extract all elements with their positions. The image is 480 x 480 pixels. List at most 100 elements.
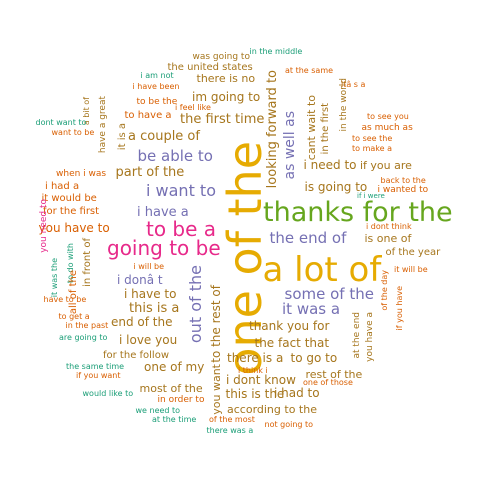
cloud-word: the fact that <box>254 336 330 350</box>
cloud-word: looking forward to <box>264 70 280 189</box>
cloud-word: would like to <box>82 389 134 398</box>
cloud-word: of the year <box>385 247 441 258</box>
cloud-word: you have to <box>38 221 110 235</box>
cloud-word: i have a <box>137 204 189 220</box>
cloud-word: out of the <box>186 265 205 344</box>
cloud-word: in the first <box>320 102 331 154</box>
cloud-word: is going to <box>304 180 368 194</box>
cloud-word: most of the <box>139 381 203 395</box>
cloud-word: to get a <box>58 312 90 321</box>
cloud-word: the first time <box>180 111 265 127</box>
cloud-word: this is a <box>129 300 180 316</box>
cloud-word: it is a <box>117 122 128 150</box>
cloud-word: to be a <box>146 217 217 241</box>
cloud-word: of the day <box>380 269 389 311</box>
cloud-word: have a great <box>97 95 108 153</box>
cloud-word: not going to <box>264 420 314 429</box>
cloud-word: want to be <box>51 128 95 137</box>
cloud-word: in order to <box>157 394 205 405</box>
cloud-word: are going to <box>59 333 108 342</box>
cloud-word: to have a <box>124 110 172 121</box>
cloud-word: i dont know <box>226 373 296 387</box>
cloud-word: back to the <box>380 176 426 185</box>
cloud-word: i love you <box>119 333 178 347</box>
cloud-word: in the middle <box>249 47 303 56</box>
cloud-word: it was a <box>282 299 341 318</box>
cloud-word: if i were <box>357 191 385 200</box>
cloud-word: i think i <box>238 366 268 375</box>
cloud-word: i feel like <box>175 103 211 112</box>
cloud-word: the end of <box>269 228 347 247</box>
cloud-word: dont want to <box>35 118 87 127</box>
cloud-word: i have to <box>124 287 177 301</box>
cloud-word: i am not <box>140 71 174 80</box>
cloud-word: is one of <box>364 231 412 245</box>
cloud-word: of the most <box>209 415 255 424</box>
cloud-word: in the past <box>65 321 109 330</box>
cloud-word: it would be <box>41 193 97 204</box>
cloud-word: a couple of <box>128 128 200 144</box>
cloud-word: to do with <box>66 243 75 284</box>
cloud-word: all of the <box>68 270 79 315</box>
cloud-word: it will be <box>394 265 428 274</box>
cloud-word: you have a <box>364 312 375 362</box>
cloud-word: i will be <box>133 262 165 271</box>
cloud-word: i wanted to <box>377 184 429 195</box>
cloud-word: the united states <box>167 62 253 73</box>
cloud-word: at the time <box>152 415 197 424</box>
cloud-word: thanks for the <box>263 196 453 228</box>
cloud-word: rest of the <box>305 367 363 381</box>
cloud-word: at the same <box>285 66 334 75</box>
cloud-word: there is no <box>196 71 256 85</box>
cloud-word: if you want <box>76 371 121 380</box>
cloud-word: i had a <box>45 181 80 192</box>
cloud-word: if you are <box>360 158 412 172</box>
cloud-word: going to be <box>107 236 221 260</box>
cloud-word: you want <box>209 363 223 415</box>
cloud-word: one of my <box>144 360 205 374</box>
cloud-word: part of the <box>115 164 185 180</box>
cloud-word: if you have <box>395 286 404 331</box>
cloud-word: to make a <box>352 144 392 153</box>
cloud-word: we need to <box>135 406 181 415</box>
cloud-word: it was the <box>50 257 59 297</box>
cloud-word: to go to <box>290 351 338 365</box>
cloud-word: at the end <box>351 311 362 359</box>
cloud-word: the same time <box>66 362 125 371</box>
cloud-word: i have been <box>132 82 180 91</box>
cloud-word: for the follow <box>103 350 170 361</box>
cloud-word: a lot of <box>262 250 382 290</box>
cloud-word: you need to <box>38 199 49 253</box>
cloud-word: to see you <box>367 112 409 121</box>
cloud-word: one of the <box>218 140 272 376</box>
cloud-word: was going to <box>192 51 250 62</box>
cloud-word: there was a <box>206 426 254 435</box>
cloud-word: in front of <box>82 237 93 287</box>
cloud-word: there is a <box>227 351 284 365</box>
cloud-word: i dont think <box>366 222 412 231</box>
cloud-word: as much as <box>361 122 413 133</box>
cloud-word: have to be <box>43 295 87 304</box>
cloud-word: to see the <box>352 134 393 143</box>
cloud-word: i want to <box>146 181 216 200</box>
cloud-word: be able to <box>137 146 213 165</box>
cloud-word: thank you for <box>249 319 330 333</box>
cloud-word: a bit of <box>82 97 91 126</box>
cloud-word: im going to <box>192 90 261 104</box>
cloud-word: to be the <box>136 96 178 107</box>
cloud-word: to the rest of <box>209 285 223 363</box>
cloud-word: cant wait to <box>304 94 318 160</box>
cloud-word: i donâ t <box>117 273 163 287</box>
cloud-word: as well as <box>282 110 298 180</box>
cloud-word: in the world <box>338 77 349 131</box>
cloud-word: end of the <box>111 315 173 329</box>
cloud-word: according to the <box>227 402 317 416</box>
cloud-word: when i was <box>56 168 107 179</box>
cloud-word: this is the <box>225 387 285 401</box>
cloud-word: i need to <box>303 158 357 172</box>
cloud-word: one of those <box>303 378 353 387</box>
cloud-word: for the first <box>43 206 100 217</box>
cloud-word: i had to <box>274 386 320 400</box>
cloud-word: itâ s a <box>341 80 366 89</box>
